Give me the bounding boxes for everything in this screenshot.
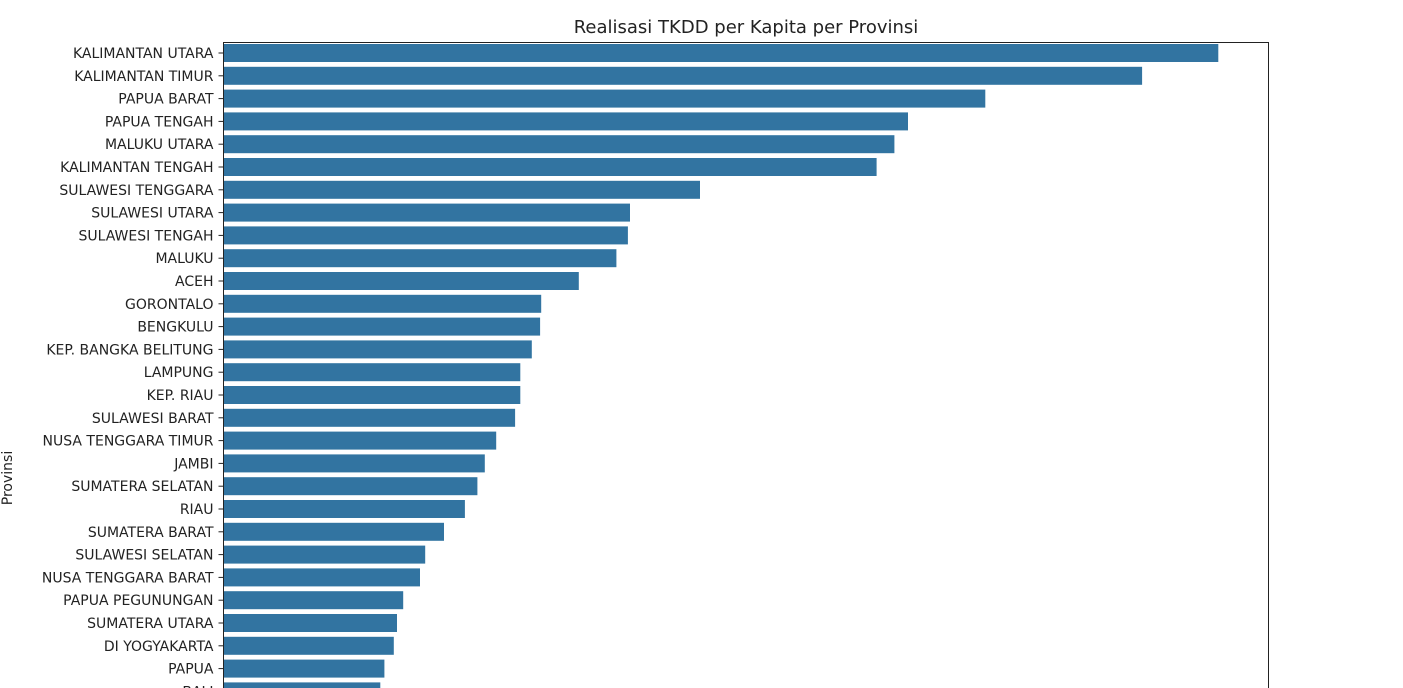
y-tick-label: SULAWESI SELATAN	[75, 548, 213, 564]
y-tick-label: DI YOGYAKARTA	[104, 639, 214, 655]
y-tick-label: PAPUA BARAT	[118, 92, 214, 108]
y-tick-label: MALUKU UTARA	[105, 137, 214, 153]
bar	[223, 477, 478, 496]
bar	[223, 408, 516, 427]
bar	[223, 44, 1219, 62]
y-tick-label: BALI	[182, 684, 213, 688]
y-tick-label: RIAU	[180, 502, 214, 518]
bar	[223, 112, 908, 131]
y-ticks-group	[218, 52, 224, 670]
bar	[223, 226, 628, 245]
y-tick-label: KALIMANTAN UTARA	[73, 46, 214, 62]
bar	[223, 614, 397, 632]
bar	[223, 636, 394, 655]
y-tick-label: KALIMANTAN TIMUR	[74, 69, 214, 85]
y-tick-label: MALUKU	[155, 251, 213, 267]
bar	[223, 659, 385, 678]
bar	[223, 272, 579, 290]
plot-frame	[223, 42, 1269, 688]
y-tick-label: PAPUA PEGUNUNGAN	[63, 593, 213, 609]
bar	[223, 431, 497, 450]
y-tick-label: KALIMANTAN TENGAH	[60, 160, 213, 176]
chart-title: Realisasi TKDD per Kapita per Provinsi	[574, 17, 919, 38]
bar	[223, 591, 404, 610]
bar	[223, 317, 541, 336]
y-tick-label: SULAWESI BARAT	[92, 411, 214, 427]
bar	[223, 66, 1143, 85]
y-tick-label: ACEH	[175, 274, 213, 290]
y-tick-label: KEP. RIAU	[147, 388, 214, 404]
y-tick-label: PAPUA	[168, 662, 214, 678]
bar	[223, 500, 465, 518]
bar	[223, 386, 521, 404]
bar	[223, 340, 532, 359]
y-tick-label: JAMBI	[173, 456, 213, 472]
y-tick-label: LAMPUNG	[144, 365, 214, 381]
y-tick-label: SULAWESI TENGAH	[78, 228, 213, 244]
bar	[223, 522, 444, 541]
y-tick-label: PAPUA TENGAH	[105, 114, 214, 130]
y-tick-label: NUSA TENGGARA TIMUR	[43, 434, 214, 450]
y-tick-label: SULAWESI TENGGARA	[59, 183, 214, 199]
bar	[223, 545, 426, 564]
y-tick-label: SUMATERA UTARA	[87, 616, 214, 632]
bar	[223, 203, 630, 222]
bar	[223, 135, 895, 154]
y-tick-label: NUSA TENGGARA BARAT	[42, 570, 214, 586]
bar	[223, 158, 877, 176]
y-axis-label: Provinsi	[0, 451, 16, 505]
bars-group	[223, 44, 1219, 688]
bar	[223, 363, 521, 382]
bar	[223, 294, 542, 313]
y-tick-labels-group: KALIMANTAN UTARA KALIMANTAN TIMUR PAPUA BA…	[42, 46, 214, 688]
bar	[223, 180, 700, 199]
bar	[223, 454, 485, 473]
y-tick-label: SUMATERA BARAT	[88, 525, 214, 541]
y-tick-label: SULAWESI UTARA	[91, 206, 214, 222]
y-tick-label: SUMATERA SELATAN	[71, 479, 213, 495]
bar	[223, 568, 420, 587]
y-tick-label: KEP. BANGKA BELITUNG	[46, 342, 213, 358]
bar	[223, 249, 617, 268]
y-tick-label: GORONTALO	[125, 297, 213, 313]
y-tick-label: BENGKULU	[137, 320, 213, 336]
bar	[223, 682, 381, 688]
bar	[223, 89, 986, 108]
